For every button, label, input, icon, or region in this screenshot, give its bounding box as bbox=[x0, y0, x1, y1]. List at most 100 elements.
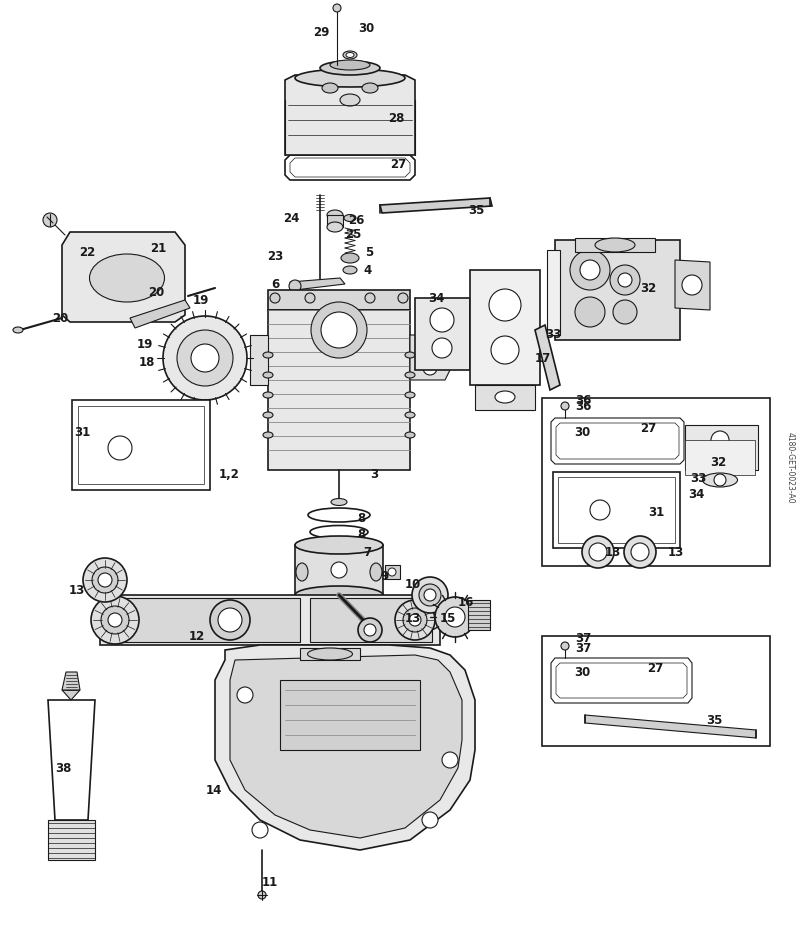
Circle shape bbox=[191, 344, 219, 372]
Ellipse shape bbox=[295, 536, 383, 554]
Text: 33: 33 bbox=[690, 472, 706, 485]
Circle shape bbox=[682, 275, 702, 295]
Circle shape bbox=[43, 213, 57, 227]
Ellipse shape bbox=[595, 238, 635, 252]
Polygon shape bbox=[310, 598, 432, 642]
Bar bbox=[542, 636, 770, 746]
Polygon shape bbox=[295, 545, 383, 595]
Circle shape bbox=[177, 330, 233, 386]
Ellipse shape bbox=[362, 83, 378, 93]
Polygon shape bbox=[575, 238, 655, 252]
Polygon shape bbox=[290, 158, 410, 177]
Circle shape bbox=[98, 573, 112, 587]
Text: 34: 34 bbox=[428, 291, 444, 304]
Circle shape bbox=[714, 474, 726, 486]
Polygon shape bbox=[280, 680, 420, 750]
Circle shape bbox=[218, 608, 242, 632]
Text: 37: 37 bbox=[575, 632, 591, 645]
Text: 12: 12 bbox=[189, 630, 205, 642]
Circle shape bbox=[624, 536, 656, 568]
Circle shape bbox=[331, 562, 347, 578]
Text: 13: 13 bbox=[605, 546, 622, 559]
Circle shape bbox=[101, 606, 129, 634]
Polygon shape bbox=[62, 672, 80, 690]
Text: 8: 8 bbox=[357, 511, 366, 524]
Polygon shape bbox=[72, 400, 210, 490]
Bar bbox=[542, 398, 770, 566]
Text: 3: 3 bbox=[370, 467, 378, 480]
Text: 27: 27 bbox=[640, 421, 656, 434]
Polygon shape bbox=[380, 198, 492, 213]
Text: 8: 8 bbox=[357, 529, 366, 542]
Ellipse shape bbox=[263, 372, 273, 378]
Text: 4180-GET-0023-A0: 4180-GET-0023-A0 bbox=[786, 432, 794, 504]
Circle shape bbox=[358, 618, 382, 642]
Text: 36: 36 bbox=[575, 393, 591, 406]
Circle shape bbox=[412, 577, 448, 613]
Circle shape bbox=[83, 558, 127, 602]
Circle shape bbox=[582, 536, 614, 568]
Circle shape bbox=[289, 280, 301, 292]
Ellipse shape bbox=[702, 473, 738, 487]
Polygon shape bbox=[290, 278, 345, 290]
Text: 28: 28 bbox=[388, 111, 404, 124]
Text: 35: 35 bbox=[706, 713, 722, 726]
Ellipse shape bbox=[331, 499, 347, 505]
Ellipse shape bbox=[295, 69, 405, 87]
Polygon shape bbox=[675, 260, 710, 310]
Polygon shape bbox=[78, 406, 204, 484]
Circle shape bbox=[237, 687, 253, 703]
Circle shape bbox=[711, 431, 729, 449]
Circle shape bbox=[91, 596, 139, 644]
Text: 33: 33 bbox=[545, 329, 562, 342]
Text: 26: 26 bbox=[348, 213, 364, 227]
Polygon shape bbox=[468, 600, 490, 630]
Circle shape bbox=[419, 584, 441, 606]
Ellipse shape bbox=[370, 563, 382, 581]
Ellipse shape bbox=[330, 60, 370, 70]
Circle shape bbox=[590, 500, 610, 520]
Text: 27: 27 bbox=[647, 662, 663, 675]
Polygon shape bbox=[62, 690, 80, 700]
Circle shape bbox=[321, 312, 357, 348]
Polygon shape bbox=[556, 423, 679, 459]
Circle shape bbox=[613, 300, 637, 324]
Polygon shape bbox=[475, 385, 535, 410]
Polygon shape bbox=[685, 440, 755, 475]
Ellipse shape bbox=[405, 392, 415, 398]
Circle shape bbox=[422, 342, 438, 358]
Text: 19: 19 bbox=[193, 294, 210, 306]
Ellipse shape bbox=[263, 352, 273, 358]
Polygon shape bbox=[470, 270, 540, 385]
Circle shape bbox=[561, 642, 569, 650]
Polygon shape bbox=[285, 75, 415, 155]
Polygon shape bbox=[585, 715, 756, 738]
Text: 14: 14 bbox=[206, 783, 222, 797]
Circle shape bbox=[570, 250, 610, 290]
Text: 18: 18 bbox=[138, 356, 155, 369]
Circle shape bbox=[712, 452, 728, 468]
Text: 11: 11 bbox=[262, 876, 278, 889]
Text: 37: 37 bbox=[575, 641, 591, 654]
Bar bbox=[385, 565, 400, 579]
Polygon shape bbox=[553, 472, 680, 548]
Circle shape bbox=[610, 265, 640, 295]
Text: 13: 13 bbox=[405, 611, 422, 624]
Text: 31: 31 bbox=[648, 505, 664, 519]
Text: 36: 36 bbox=[575, 400, 591, 413]
Ellipse shape bbox=[333, 4, 341, 12]
Ellipse shape bbox=[295, 586, 383, 604]
Polygon shape bbox=[100, 595, 440, 645]
Circle shape bbox=[305, 293, 315, 303]
Circle shape bbox=[403, 608, 427, 632]
Ellipse shape bbox=[405, 432, 415, 438]
Circle shape bbox=[163, 316, 247, 400]
Circle shape bbox=[364, 624, 376, 636]
Polygon shape bbox=[250, 335, 268, 385]
Polygon shape bbox=[410, 335, 450, 380]
Text: 24: 24 bbox=[284, 212, 300, 225]
Polygon shape bbox=[555, 240, 680, 340]
Circle shape bbox=[311, 302, 367, 358]
Circle shape bbox=[108, 436, 132, 460]
Circle shape bbox=[618, 273, 632, 287]
